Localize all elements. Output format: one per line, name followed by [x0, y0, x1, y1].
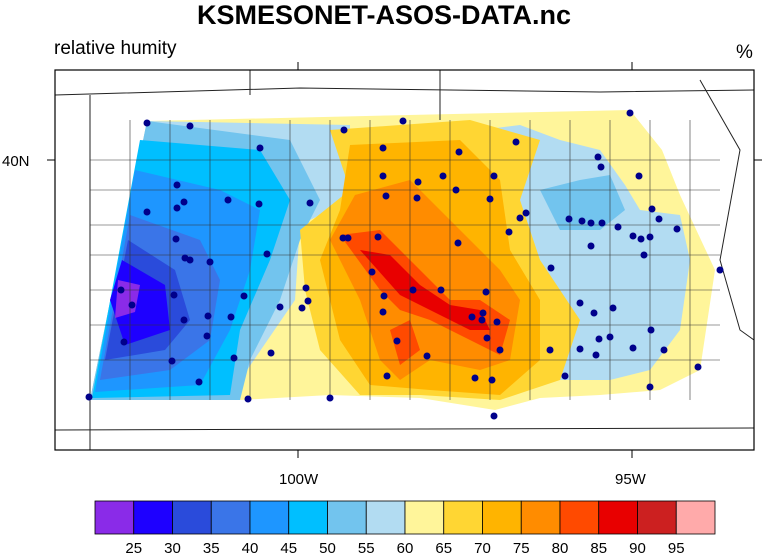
colorbar-tick-label: 35 — [203, 540, 220, 557]
colorbar-tick-label: 80 — [552, 540, 569, 557]
colorbar-swatch — [94, 500, 135, 535]
units-label: % — [736, 42, 753, 63]
station-markers — [85, 109, 724, 420]
colorbar-swatch — [598, 500, 638, 535]
colorbar-tick-label: 45 — [280, 540, 297, 557]
contour-band-25 — [110, 260, 170, 345]
colorbar-tick-label: 85 — [590, 540, 607, 557]
lon-label-95w: 95W — [615, 471, 647, 488]
colorbar-tick-label: 95 — [668, 540, 685, 557]
colorbar-tick-label: 60 — [397, 540, 414, 557]
colorbar-tick-label: 90 — [629, 540, 646, 557]
colorbar-tick-label: 25 — [125, 540, 142, 557]
variable-label: relative humity — [54, 38, 177, 59]
colorbar-swatch — [675, 500, 716, 535]
colorbar-swatch — [249, 500, 290, 535]
colorbar-tick-label: 65 — [435, 540, 452, 557]
colorbar-swatch — [404, 500, 445, 535]
colorbar-swatch — [327, 500, 367, 535]
contour-band-85b — [390, 320, 420, 365]
colorbar-swatch — [559, 500, 600, 535]
colorbar-tick-label: 75 — [513, 540, 530, 557]
colorbar-tick-label: 40 — [242, 540, 259, 557]
humidity-field — [90, 110, 715, 410]
state-boundaries — [54, 70, 755, 450]
contour-band-55b — [480, 125, 690, 380]
colorbar-swatch — [443, 500, 483, 535]
colorbar-tick-label: 50 — [319, 540, 336, 557]
colorbar-tick-label: 70 — [474, 540, 491, 557]
colorbar-swatch — [520, 500, 561, 535]
colorbar-tick-label: 55 — [358, 540, 375, 557]
colorbar-swatch — [365, 500, 406, 535]
contour-band-55c — [540, 175, 625, 230]
axis-ticks — [47, 62, 762, 458]
colorbar-swatch — [133, 500, 173, 535]
colorbar-swatch — [482, 500, 522, 535]
county-boundaries — [90, 120, 720, 400]
lat-label-40n: 40N — [2, 153, 30, 170]
colorbar-tick-label: 30 — [164, 540, 181, 557]
lon-label-100w: 100W — [279, 471, 319, 488]
plot-title: KSMESONET-ASOS-DATA.nc — [196, 0, 572, 30]
map-border — [54, 69, 755, 451]
colorbar-swatch — [172, 500, 212, 535]
colorbar-swatch — [288, 500, 328, 535]
colorbar-swatch — [637, 500, 677, 535]
colorbar-swatch — [210, 500, 251, 535]
colorbar: 25 30 35 40 45 50 55 60 65 70 75 80 85 90 95 — [94, 500, 716, 557]
